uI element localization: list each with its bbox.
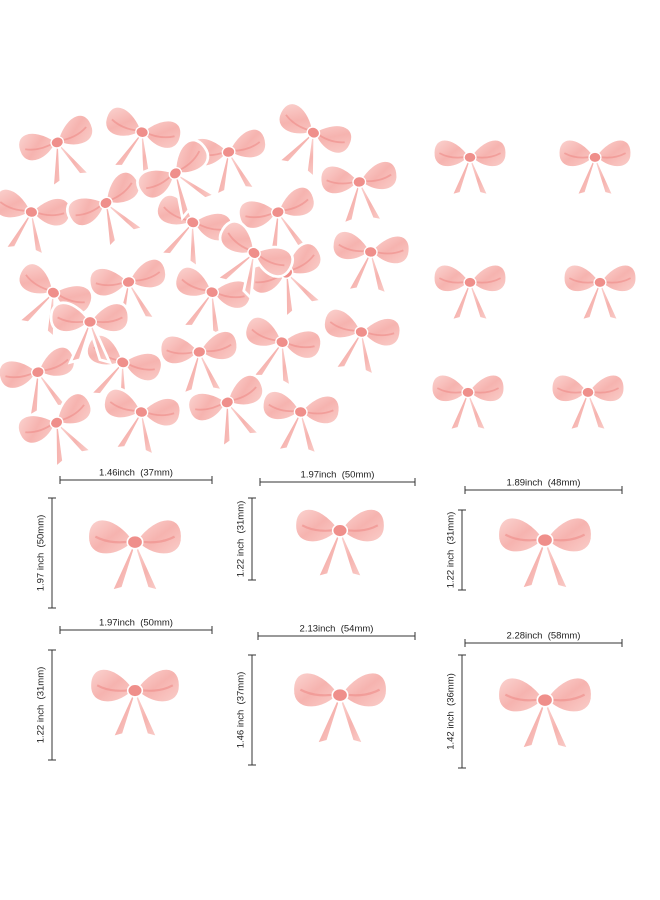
bow (85, 517, 185, 594)
width-label: 1.97inch (50mm) (99, 618, 173, 629)
bow (431, 138, 509, 197)
bow (327, 228, 413, 298)
label-bg (88, 617, 184, 628)
width-label: 1.89inch (48mm) (507, 478, 581, 489)
height-label: 1.97 inch (50mm) (36, 515, 47, 592)
bow (556, 138, 634, 197)
height-label: 1.22 inch (31mm) (236, 501, 247, 578)
bow (293, 506, 387, 580)
width-label: 2.28inch (58mm) (507, 631, 581, 642)
height-label: 1.42 inch (36mm) (446, 673, 457, 750)
label-bg (495, 477, 592, 488)
label-bg (289, 469, 386, 480)
bow-pile (0, 97, 639, 752)
dimension-labels: 1.46inch (37mm) 1.97 inch (50mm) 1.97inch … (36, 467, 623, 769)
height-label: 1.22 inch (31mm) (446, 512, 457, 589)
width-label: 1.46inch (37mm) (99, 468, 173, 479)
bow (561, 263, 639, 322)
bow (314, 305, 405, 381)
bow (12, 109, 109, 196)
bow (495, 515, 595, 592)
bow (0, 185, 75, 261)
bow (495, 675, 595, 752)
bow (429, 373, 507, 432)
height-label: 1.46 inch (37mm) (236, 672, 247, 749)
bow (162, 262, 256, 343)
height-label: 1.22 inch (31mm) (36, 667, 47, 744)
bow (431, 263, 509, 322)
label-bg (88, 467, 184, 478)
width-label: 2.13inch (54mm) (300, 624, 374, 635)
bow (88, 666, 182, 740)
bow (290, 670, 390, 747)
bow (157, 328, 243, 398)
label-bg (288, 623, 385, 634)
label-bg (495, 630, 592, 641)
bow (317, 158, 403, 228)
width-label: 1.97inch (50mm) (301, 470, 375, 481)
bow (257, 388, 343, 458)
bow (94, 385, 185, 461)
bow (549, 373, 627, 432)
